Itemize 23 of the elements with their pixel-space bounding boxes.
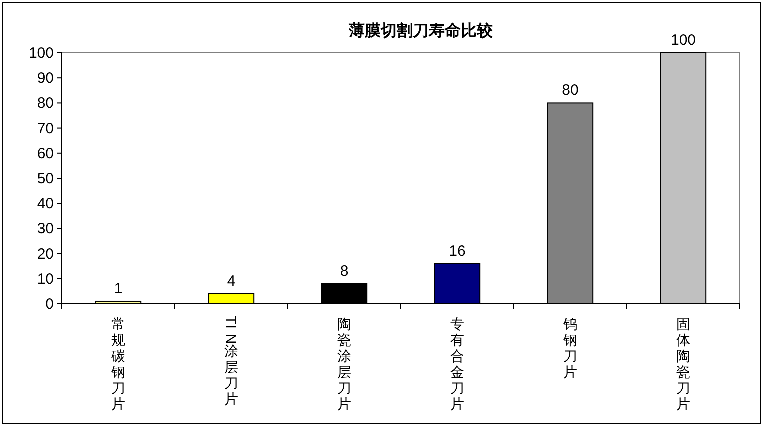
y-tick-label: 90 (37, 70, 54, 88)
x-tick-label: 固体陶瓷刀片 (676, 316, 690, 412)
data-label: 8 (340, 262, 349, 280)
y-tick-label: 30 (37, 220, 54, 238)
x-tick-label: 钨钢刀片 (562, 316, 578, 380)
x-tick-label: 常规碳钢刀片 (110, 316, 126, 412)
y-tick-label: 70 (37, 120, 54, 138)
data-label: 80 (562, 82, 579, 100)
data-label: 4 (227, 272, 236, 290)
y-tick-label: 40 (37, 196, 54, 213)
y-tick-label: 10 (37, 270, 54, 288)
x-tick-label: 陶瓷涂层刀片 (338, 316, 352, 412)
y-tick-label: 0 (46, 296, 54, 313)
y-tick-label: 60 (37, 145, 54, 162)
x-tick-label: 专有合金刀片 (450, 316, 464, 412)
y-tick-label: 100 (28, 45, 54, 62)
y-tick-label: 20 (37, 246, 54, 263)
y-tick-label: 80 (37, 95, 54, 112)
chart-title: 薄膜切割刀寿命比较 (348, 22, 494, 40)
data-label: 1 (114, 280, 123, 298)
data-label: 100 (670, 32, 696, 49)
y-tick-label: 50 (37, 170, 54, 188)
data-label: 16 (449, 242, 466, 260)
